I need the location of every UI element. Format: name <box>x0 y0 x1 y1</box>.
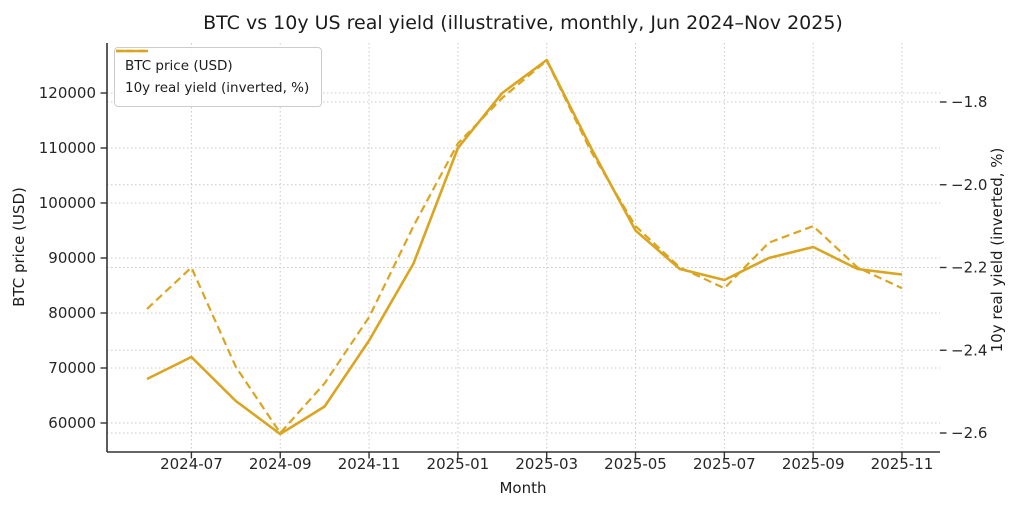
left-tick-label: 90000 <box>48 249 96 267</box>
x-tick-label: 2024-07 <box>160 455 223 473</box>
x-tick-label: 2025-09 <box>782 455 845 473</box>
data-series <box>146 58 903 436</box>
legend-label-yield: 10y real yield (inverted, %) <box>125 80 310 96</box>
x-tick-label: 2025-11 <box>871 455 934 473</box>
legend: BTC price (USD) 10y real yield (inverted… <box>114 47 323 107</box>
x-tick-label: 2024-11 <box>338 455 401 473</box>
axes <box>100 43 947 459</box>
real-yield-line <box>146 59 903 435</box>
x-tick-label: 2024-09 <box>249 455 312 473</box>
x-tick-label: 2025-01 <box>427 455 490 473</box>
left-y-axis-label: BTC price (USD) <box>10 187 28 307</box>
x-tick-label: 2025-07 <box>693 455 756 473</box>
legend-entry-yield: 10y real yield (inverted, %) <box>116 49 310 99</box>
legend-entry-btc: BTC price (USD) <box>116 49 309 77</box>
tick-labels: 2024-07 2024-09 2024-11 2025-01 2025-03 2025-… <box>39 84 988 473</box>
left-tick-label: 70000 <box>48 359 96 377</box>
left-tick-label: 100000 <box>39 194 96 212</box>
x-axis-label: Month <box>499 479 546 497</box>
dashed-line-swatch-icon <box>116 49 148 53</box>
right-tick-label: −2.4 <box>951 341 987 359</box>
right-tick-label: −2.2 <box>951 259 987 277</box>
left-tick-label: 120000 <box>39 84 96 102</box>
right-tick-label: −2.0 <box>951 176 987 194</box>
right-tick-label: −1.8 <box>951 93 987 111</box>
chart-title: BTC vs 10y US real yield (illustrative, … <box>203 12 843 34</box>
x-tick-label: 2025-05 <box>604 455 667 473</box>
legend-label-btc: BTC price (USD) <box>125 58 233 74</box>
right-tick-label: −2.6 <box>951 424 987 442</box>
right-y-axis-label: 10y real yield (inverted, %) <box>988 148 1006 353</box>
left-tick-label: 60000 <box>48 414 96 432</box>
x-tick-label: 2025-03 <box>515 455 578 473</box>
btc-price-line <box>146 58 903 436</box>
left-tick-label: 80000 <box>48 304 96 322</box>
gridlines <box>107 43 940 452</box>
left-tick-label: 110000 <box>39 139 96 157</box>
